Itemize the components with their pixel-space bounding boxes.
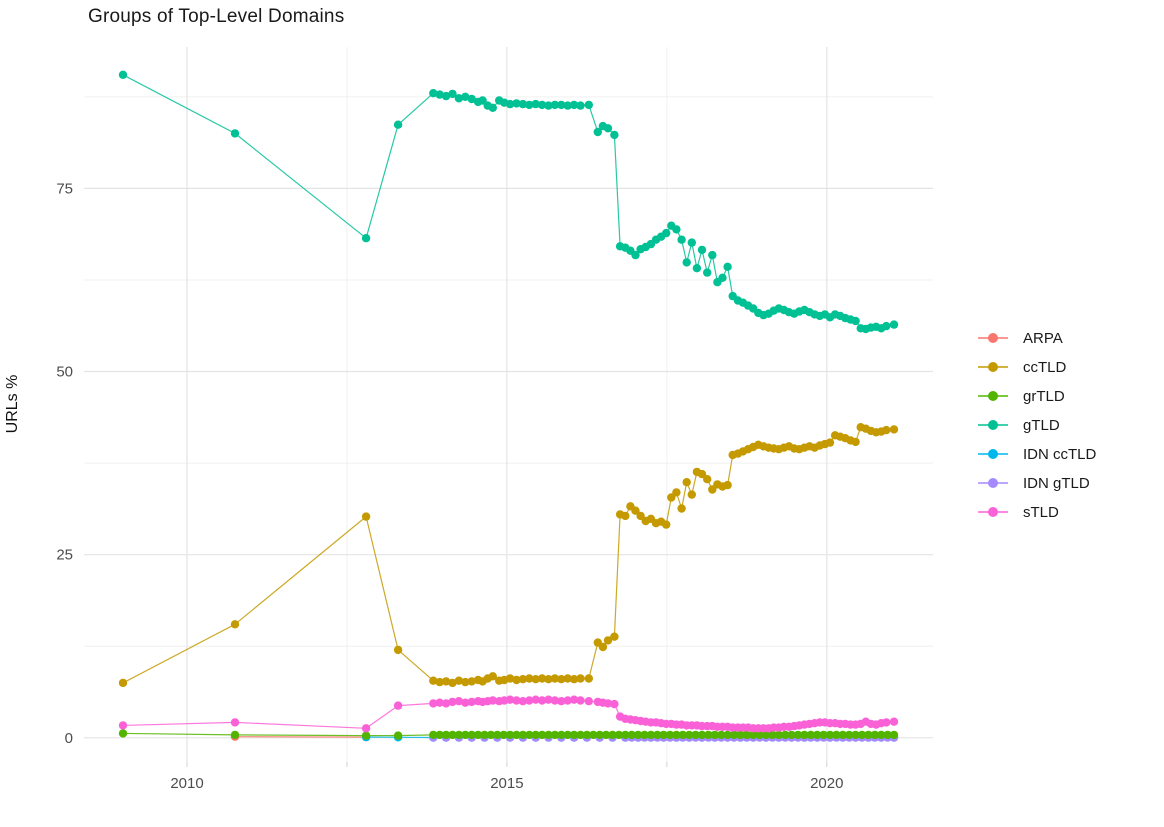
series-arpa: [230, 732, 371, 742]
legend-label: grTLD: [1023, 387, 1065, 405]
svg-text:2020: 2020: [810, 775, 843, 792]
chart-title: Groups of Top-Level Domains: [88, 6, 345, 27]
legend-item-idn-gtld: IDN gTLD: [978, 471, 1096, 495]
legend-key-icon: [978, 476, 1008, 490]
svg-text:0: 0: [65, 730, 73, 747]
legend-label: sTLD: [1023, 503, 1059, 521]
legend-key-icon: [978, 360, 1008, 374]
x-axis-tick-labels: 2010 2015 2020: [170, 775, 843, 792]
legend-key-icon: [978, 505, 1008, 519]
legend-label: ccTLD: [1023, 358, 1067, 376]
legend-item-cctld: ccTLD: [978, 355, 1096, 379]
svg-text:50: 50: [56, 364, 73, 381]
svg-text:75: 75: [56, 180, 73, 197]
svg-text:25: 25: [56, 547, 73, 564]
legend-item-arpa: ARPA: [978, 326, 1096, 350]
gridlines-minor: [84, 47, 933, 762]
svg-text:2010: 2010: [170, 775, 203, 792]
legend-key-icon: [978, 389, 1008, 403]
legend-key-icon: [978, 447, 1008, 461]
legend-item-idn-cctld: IDN ccTLD: [978, 442, 1096, 466]
legend: ARPA ccTLD grTLD gTLD IDN ccTLD IDN gTLD sTLD: [978, 326, 1096, 524]
x-axis-ticks: [186, 762, 828, 767]
legend-item-grtld: grTLD: [978, 384, 1096, 408]
legend-key-icon: [978, 418, 1008, 432]
legend-label: ARPA: [1023, 329, 1063, 347]
legend-label: IDN gTLD: [1023, 474, 1090, 492]
legend-label: gTLD: [1023, 416, 1060, 434]
gridlines-major: [84, 47, 933, 762]
legend-label: IDN ccTLD: [1023, 445, 1097, 463]
series-stld: [118, 695, 899, 733]
series-gtld: [118, 70, 899, 334]
legend-item-stld: sTLD: [978, 500, 1096, 524]
svg-text:2015: 2015: [490, 775, 523, 792]
series-grtld: [118, 729, 899, 740]
y-axis-tick-labels: 0 25 50 75: [56, 180, 73, 746]
series-cctld: [118, 423, 899, 688]
legend-key-icon: [978, 331, 1008, 345]
legend-item-gtld: gTLD: [978, 413, 1096, 437]
